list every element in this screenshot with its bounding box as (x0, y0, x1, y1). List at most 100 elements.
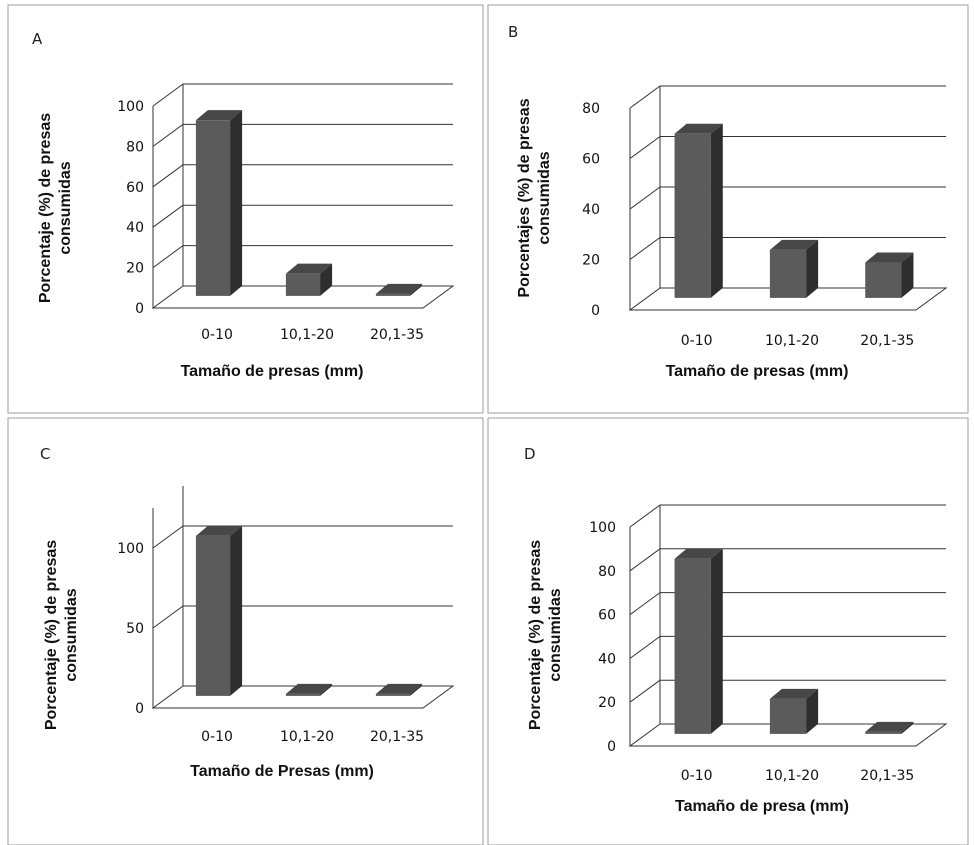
panel-a-bar (285, 263, 333, 296)
panel-a-bar-side (230, 110, 243, 296)
panel-b-bar-top (674, 123, 723, 134)
panel-b-bar (674, 123, 723, 298)
panel-a-frame (7, 4, 484, 414)
panel-d: D 0 20 40 60 80 100 0-10 10,1-20 20,1-35 Tamaño… (487, 417, 969, 845)
panel-d-bar-front (769, 698, 807, 734)
panel-a-gridline-slant (152, 204, 184, 228)
panel-b-bar-front (769, 249, 807, 298)
panel-b-label: B (508, 23, 518, 41)
panel-b-frame (487, 4, 969, 414)
panel-c-bar-top (195, 525, 243, 536)
panel-a-x-ticks: 0-10 10,1-20 20,1-35 (201, 327, 424, 343)
panel-d-gridline-slant (629, 504, 661, 528)
panel-a-y-tick-label: 60 (126, 180, 144, 196)
panel-a-x-axis-title: Tamaño de presas (mm) (181, 363, 364, 380)
panel-c-x-tick-label: 20,1-35 (370, 729, 424, 745)
panel-a-gridline-slant (152, 164, 184, 188)
panel-d-x-axis-title: Tamaño de presa (mm) (675, 798, 849, 815)
panel-c-gridline-slant (152, 525, 184, 549)
panel-b-y-tick-label: 0 (591, 303, 600, 319)
panel-d-x-tick-label: 10,1-20 (765, 768, 819, 784)
panel-d-x-ticks: 0-10 10,1-20 20,1-35 (681, 768, 915, 784)
panel-d-bar-side (710, 548, 723, 734)
panel-b-y-axis-title-line2: consumidas (536, 151, 553, 244)
panel-b-bar-top (865, 252, 914, 263)
panel-a-bar (375, 283, 423, 296)
panel-b-y-ticks: 0 20 40 60 80 (582, 101, 600, 319)
panel-a-y-tick-label: 80 (126, 139, 144, 155)
panel-d-y-tick-label: 80 (598, 564, 616, 580)
panel-c-x-ticks: 0-10 10,1-20 20,1-35 (201, 729, 424, 745)
panel-a-bar-top (195, 110, 243, 121)
panel-c-bar-top (285, 683, 333, 694)
panel-d-bar (674, 548, 723, 734)
panel-b-bar-side (806, 239, 819, 298)
panel-d-y-tick-label: 100 (589, 520, 616, 536)
panel-c-bars (195, 525, 423, 696)
panel-b-bar-side (710, 123, 723, 298)
panel-b-bar-top (769, 239, 819, 250)
panel-c-bar-top (375, 683, 423, 694)
panel-b-y-tick-label: 80 (582, 101, 600, 117)
panel-b-bar-front (865, 262, 902, 298)
panel-b-x-tick-label: 10,1-20 (765, 333, 819, 349)
panel-d-x-tick-label: 20,1-35 (860, 768, 914, 784)
panel-c-y-ticks: 0 50 100 (117, 541, 144, 717)
panel-c: C 0 50 100 0-10 10,1-20 20,1-35 Tamaño de Pr… (7, 417, 484, 845)
panel-c-bar-front (375, 693, 411, 696)
panel-d-frame (487, 417, 969, 845)
panel-a-bar-top (285, 263, 333, 274)
panel-b-gridline-slant (629, 186, 661, 210)
panel-d-y-axis-title-line2: consumidas (547, 588, 564, 681)
panel-a-bar-side (320, 263, 333, 296)
panel-c-x-axis-title: Tamaño de Presas (mm) (190, 763, 374, 780)
panel-b-bar (769, 239, 819, 298)
panel-d-gridline-slant (629, 635, 661, 659)
panel-c-bar-front (195, 535, 231, 696)
panel-a-x-tick-label: 10,1-20 (280, 327, 334, 343)
panel-b-y-tick-label: 40 (582, 202, 600, 218)
panel-c-x-tick-label: 0-10 (201, 729, 233, 745)
panel-c-x-tick-label: 10,1-20 (280, 729, 334, 745)
panel-d-label: D (524, 445, 536, 463)
panel-c-bar (375, 683, 423, 696)
panel-a-gridline-slant (152, 123, 184, 147)
panel-b-x-tick-label: 20,1-35 (860, 333, 914, 349)
panel-c-y-tick-label: 100 (117, 541, 144, 557)
panel-a-bars (195, 110, 423, 296)
panel-d-y-tick-label: 20 (598, 695, 616, 711)
panel-a-bar-front (195, 120, 231, 296)
panel-a-y-tick-label: 40 (126, 220, 144, 236)
panel-a-y-tick-label: 20 (126, 261, 144, 277)
panel-b-y-axis-title-line1: Porcentajes (%) de presas (516, 98, 533, 297)
panel-d-bar-side (806, 688, 819, 734)
panel-a-bar-front (285, 273, 321, 296)
panel-d-bar-top (865, 721, 914, 732)
panel-c-y-axis-title-line1: Porcentaje (%) de presas (43, 540, 60, 730)
panel-b-gridline-slant (629, 237, 661, 260)
panel-c-bar-side (410, 683, 423, 696)
panel-a: A 0 20 40 60 80 100 0-10 10,1-20 20,1-35 Tamaño… (7, 4, 484, 414)
panel-b-bar-side (901, 252, 914, 298)
panel-c-bar (285, 683, 333, 696)
panel-a-y-axis-title-line2: consumidas (57, 161, 74, 254)
panel-a-y-ticks: 0 20 40 60 80 100 (117, 99, 144, 317)
panel-a-gridline-slant (152, 83, 184, 107)
panel-a-bar-top (375, 283, 423, 294)
panel-b-x-axis-title: Tamaño de presas (mm) (666, 363, 849, 380)
panel-b-gridline-slant (629, 85, 661, 109)
panel-d-bar-side (901, 721, 914, 734)
panel-c-bar-front (285, 693, 321, 696)
panel-d-gridline-slant (629, 592, 661, 616)
panel-a-gridline-slant (152, 245, 184, 269)
panel-c-frame (7, 417, 484, 845)
panel-a-y-tick-label: 100 (117, 99, 144, 115)
panel-b-bar-front (674, 133, 711, 298)
panel-a-bar-front (375, 293, 411, 296)
panel-a-y-tick-label: 0 (135, 301, 144, 317)
panel-a-y-axis-title-line1: Porcentaje (%) de presas (37, 113, 54, 303)
panel-a-bar (195, 110, 243, 296)
panel-d-bars (674, 548, 914, 734)
panel-d-bar-top (674, 548, 723, 559)
panel-d-bar-front (865, 731, 902, 734)
